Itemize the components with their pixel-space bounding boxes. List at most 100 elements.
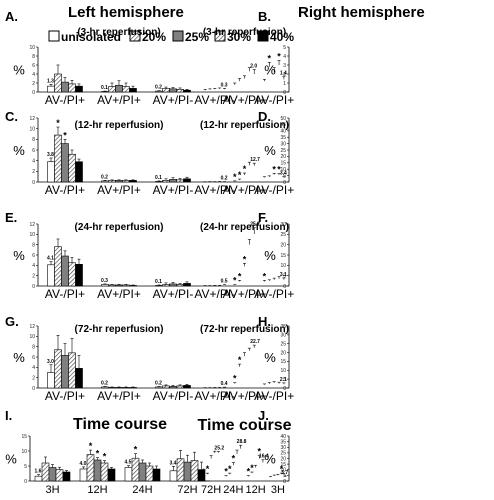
category-label: AV-/PI+ — [45, 389, 85, 403]
y-axis-label: % — [13, 350, 25, 365]
significance-star: * — [233, 374, 237, 384]
y-tick-label: 35 — [280, 439, 286, 445]
significance-star: * — [272, 164, 276, 174]
bar-unisolated — [47, 161, 55, 183]
value-label: 0.4 — [221, 381, 228, 387]
significance-star: * — [277, 165, 281, 175]
significance-star: * — [232, 453, 236, 463]
bar-unisolated — [101, 180, 109, 183]
bar-20% — [41, 462, 50, 482]
bar-20% — [108, 180, 116, 183]
bar-40% — [183, 283, 191, 287]
legend-label-30: 30% — [227, 30, 251, 44]
panel-letter: H. — [258, 314, 271, 329]
bar-20% — [162, 284, 170, 287]
bar-25% — [61, 143, 69, 183]
category-label: AV-/PI+ — [45, 287, 85, 301]
value-label: 28.8 — [237, 439, 247, 445]
bar-unisolated — [47, 264, 55, 287]
y-tick-label: 4 — [32, 72, 35, 78]
category-label: AV+/PI- — [194, 93, 235, 107]
bar-20% — [162, 180, 170, 183]
right-hemisphere-header: Right hemisphere — [298, 4, 425, 21]
category-label: AV-/PI+ — [254, 183, 294, 197]
bar-25% — [183, 461, 192, 482]
value-label: 3.4 — [280, 171, 287, 177]
y-tick-label: 5 — [283, 273, 286, 279]
bar-40% — [129, 387, 137, 389]
bar-25% — [115, 387, 123, 389]
bar-25% — [115, 180, 123, 183]
bar-unisolated — [47, 85, 55, 93]
value-label: 1.4 — [280, 71, 287, 77]
panel-subtitle: (72-hr reperfusion) — [200, 324, 289, 335]
bar-unisolated — [124, 467, 133, 482]
y-tick-label: 50 — [280, 116, 286, 122]
y-tick-label: 2 — [32, 375, 35, 381]
value-label: 0.1 — [155, 175, 162, 181]
bar-unisolated — [155, 181, 163, 183]
significance-star: * — [233, 172, 237, 182]
bar-30% — [122, 180, 130, 183]
bar-unisolated — [79, 468, 88, 482]
category-label: AV+/PI- — [153, 287, 194, 301]
category-label: AV+/PI- — [153, 183, 194, 197]
y-axis-label: % — [264, 143, 276, 158]
bar-30% — [176, 89, 184, 93]
y-tick-label: 40 — [280, 129, 286, 135]
panel-F: F.(24-hr reperfusion)% 0 5 10 15 20 25 30 3.1 AV-… — [194, 210, 294, 301]
panels: A.(3-hr reperfusion)%02468101.3AV-/PI+0.… — [5, 9, 294, 496]
y-tick-label: 5 — [24, 464, 27, 470]
significance-star: * — [96, 449, 100, 459]
value-label: 4.1 — [47, 256, 54, 262]
bar-30% — [68, 262, 76, 287]
y-tick-label: 4 — [32, 158, 35, 164]
bar-30% — [122, 86, 130, 93]
category-label: AV-/PI+ — [45, 93, 85, 107]
y-tick-label: 20 — [280, 242, 286, 248]
y-tick-label: 10 — [280, 167, 286, 173]
significance-star: * — [277, 52, 281, 62]
value-label: 3.1 — [280, 272, 287, 278]
bar-30% — [176, 385, 184, 389]
category-label: AV-/PI+ — [254, 389, 294, 403]
y-tick-label: 25 — [280, 342, 286, 348]
y-tick-label: 1 — [283, 81, 286, 87]
bar-20% — [86, 454, 95, 482]
panel-subtitle: (24-hr reperfusion) — [200, 222, 289, 233]
value-label: 0.2 — [155, 380, 162, 386]
bar-40% — [183, 178, 191, 183]
category-label: 72H — [177, 484, 197, 496]
y-tick-label: 15 — [280, 253, 286, 259]
category-label: 12H — [246, 484, 266, 496]
legend-swatch-25 — [172, 30, 184, 42]
bar-25% — [48, 467, 57, 482]
y-tick-label: 6 — [32, 148, 35, 154]
bar-20% — [162, 88, 170, 93]
bar-20% — [108, 284, 116, 287]
legend-swatch-40 — [257, 30, 269, 42]
value-label: 1.3 — [47, 78, 54, 84]
bar-40% — [107, 468, 116, 482]
y-tick-label: 6 — [32, 253, 35, 259]
bar-25% — [138, 462, 147, 482]
category-label: AV+/PI+ — [97, 183, 141, 197]
value-label: 3.8 — [47, 152, 54, 158]
panel-title: Time course — [198, 417, 292, 434]
y-axis-label: % — [13, 63, 25, 78]
panel-letter: E. — [5, 210, 17, 225]
bar-40% — [129, 88, 137, 93]
y-tick-label: 20 — [280, 456, 286, 462]
y-tick-label: 2 — [283, 72, 286, 78]
significance-star: * — [280, 464, 284, 474]
y-tick-label: 10 — [29, 45, 35, 51]
y-tick-label: 30 — [280, 222, 286, 228]
panel-letter: F. — [258, 210, 268, 225]
bar-20% — [54, 349, 62, 389]
y-tick-label: 10 — [280, 368, 286, 374]
bar-30% — [190, 460, 199, 482]
category-label: AV+/PI+ — [223, 389, 267, 403]
category-label: AV-/PI+ — [45, 183, 85, 197]
bar-25% — [169, 283, 177, 287]
